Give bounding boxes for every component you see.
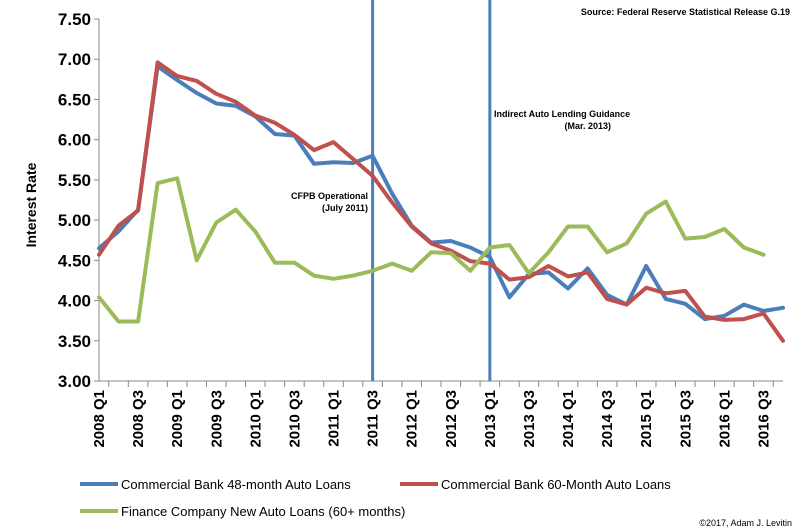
series-lines	[97, 60, 785, 343]
y-tick-label: 3.50	[58, 332, 91, 351]
x-tick-label: 2009 Q1	[169, 390, 186, 448]
legend: Commercial Bank 48-month Auto Loans Comm…	[80, 477, 671, 519]
x-tick-label: 2013 Q3	[521, 390, 538, 448]
annotation-cfpb-date: (July 2011)	[322, 203, 368, 213]
x-tick-label: 2012 Q3	[443, 390, 460, 448]
x-axis: 2008 Q1 2008 Q3 2009 Q1 2009 Q3 2010 Q1 2010 …	[91, 380, 783, 448]
x-tick-label: 2010 Q3	[286, 390, 303, 448]
x-tick-label: 2013 Q1	[482, 390, 499, 448]
x-tick-label: 2010 Q1	[247, 390, 264, 448]
series-60-month-line	[97, 60, 785, 343]
source-note: Source: Federal Reserve Statistical Rele…	[581, 7, 790, 17]
y-tick-label: 4.00	[58, 292, 91, 311]
event-lines	[371, 0, 492, 381]
series-48-month-line	[97, 64, 785, 322]
x-tick-label: 2008 Q1	[91, 390, 108, 448]
annotation-cfpb-label: CFPB Operational	[291, 191, 368, 201]
x-tick-label: 2016 Q1	[716, 390, 733, 448]
x-tick-label: 2009 Q3	[208, 390, 225, 448]
x-tick-label: 2014 Q1	[560, 390, 577, 448]
annotation-guidance-label: Indirect Auto Lending Guidance	[494, 109, 630, 119]
series-finance-company-line	[97, 176, 766, 324]
y-tick-label: 7.00	[58, 50, 91, 69]
y-axis: 3.00 3.50 4.00 4.50 5.00 5.50 6.00 6.50 7.00 7.50	[58, 10, 100, 391]
y-tick-label: 5.50	[58, 171, 91, 190]
legend-label-60-month: Commercial Bank 60-Month Auto Loans	[441, 477, 671, 492]
x-tick-label: 2011 Q1	[326, 390, 343, 447]
annotation-guidance-date: (Mar. 2013)	[564, 121, 611, 131]
y-tick-label: 5.00	[58, 211, 91, 230]
x-tick-label: 2015 Q3	[677, 390, 694, 448]
x-tick-label: 2011 Q3	[365, 390, 382, 447]
x-tick-label: 2012 Q1	[404, 390, 421, 448]
y-tick-label: 3.00	[58, 372, 91, 391]
copyright-note: ©2017, Adam J. Levitin	[699, 518, 792, 528]
x-tick-label: 2008 Q3	[130, 390, 147, 448]
y-axis-label: Interest Rate	[23, 162, 39, 247]
legend-label-48-month: Commercial Bank 48-month Auto Loans	[121, 477, 351, 492]
y-tick-label: 6.00	[58, 131, 91, 150]
x-tick-label: 2015 Q1	[638, 390, 655, 448]
y-tick-label: 4.50	[58, 251, 91, 270]
legend-label-finance-company: Finance Company New Auto Loans (60+ mont…	[121, 504, 405, 519]
x-tick-label: 2016 Q3	[755, 390, 772, 448]
y-tick-label: 7.50	[58, 10, 91, 29]
y-tick-label: 6.50	[58, 90, 91, 109]
x-tick-label: 2014 Q3	[599, 390, 616, 448]
